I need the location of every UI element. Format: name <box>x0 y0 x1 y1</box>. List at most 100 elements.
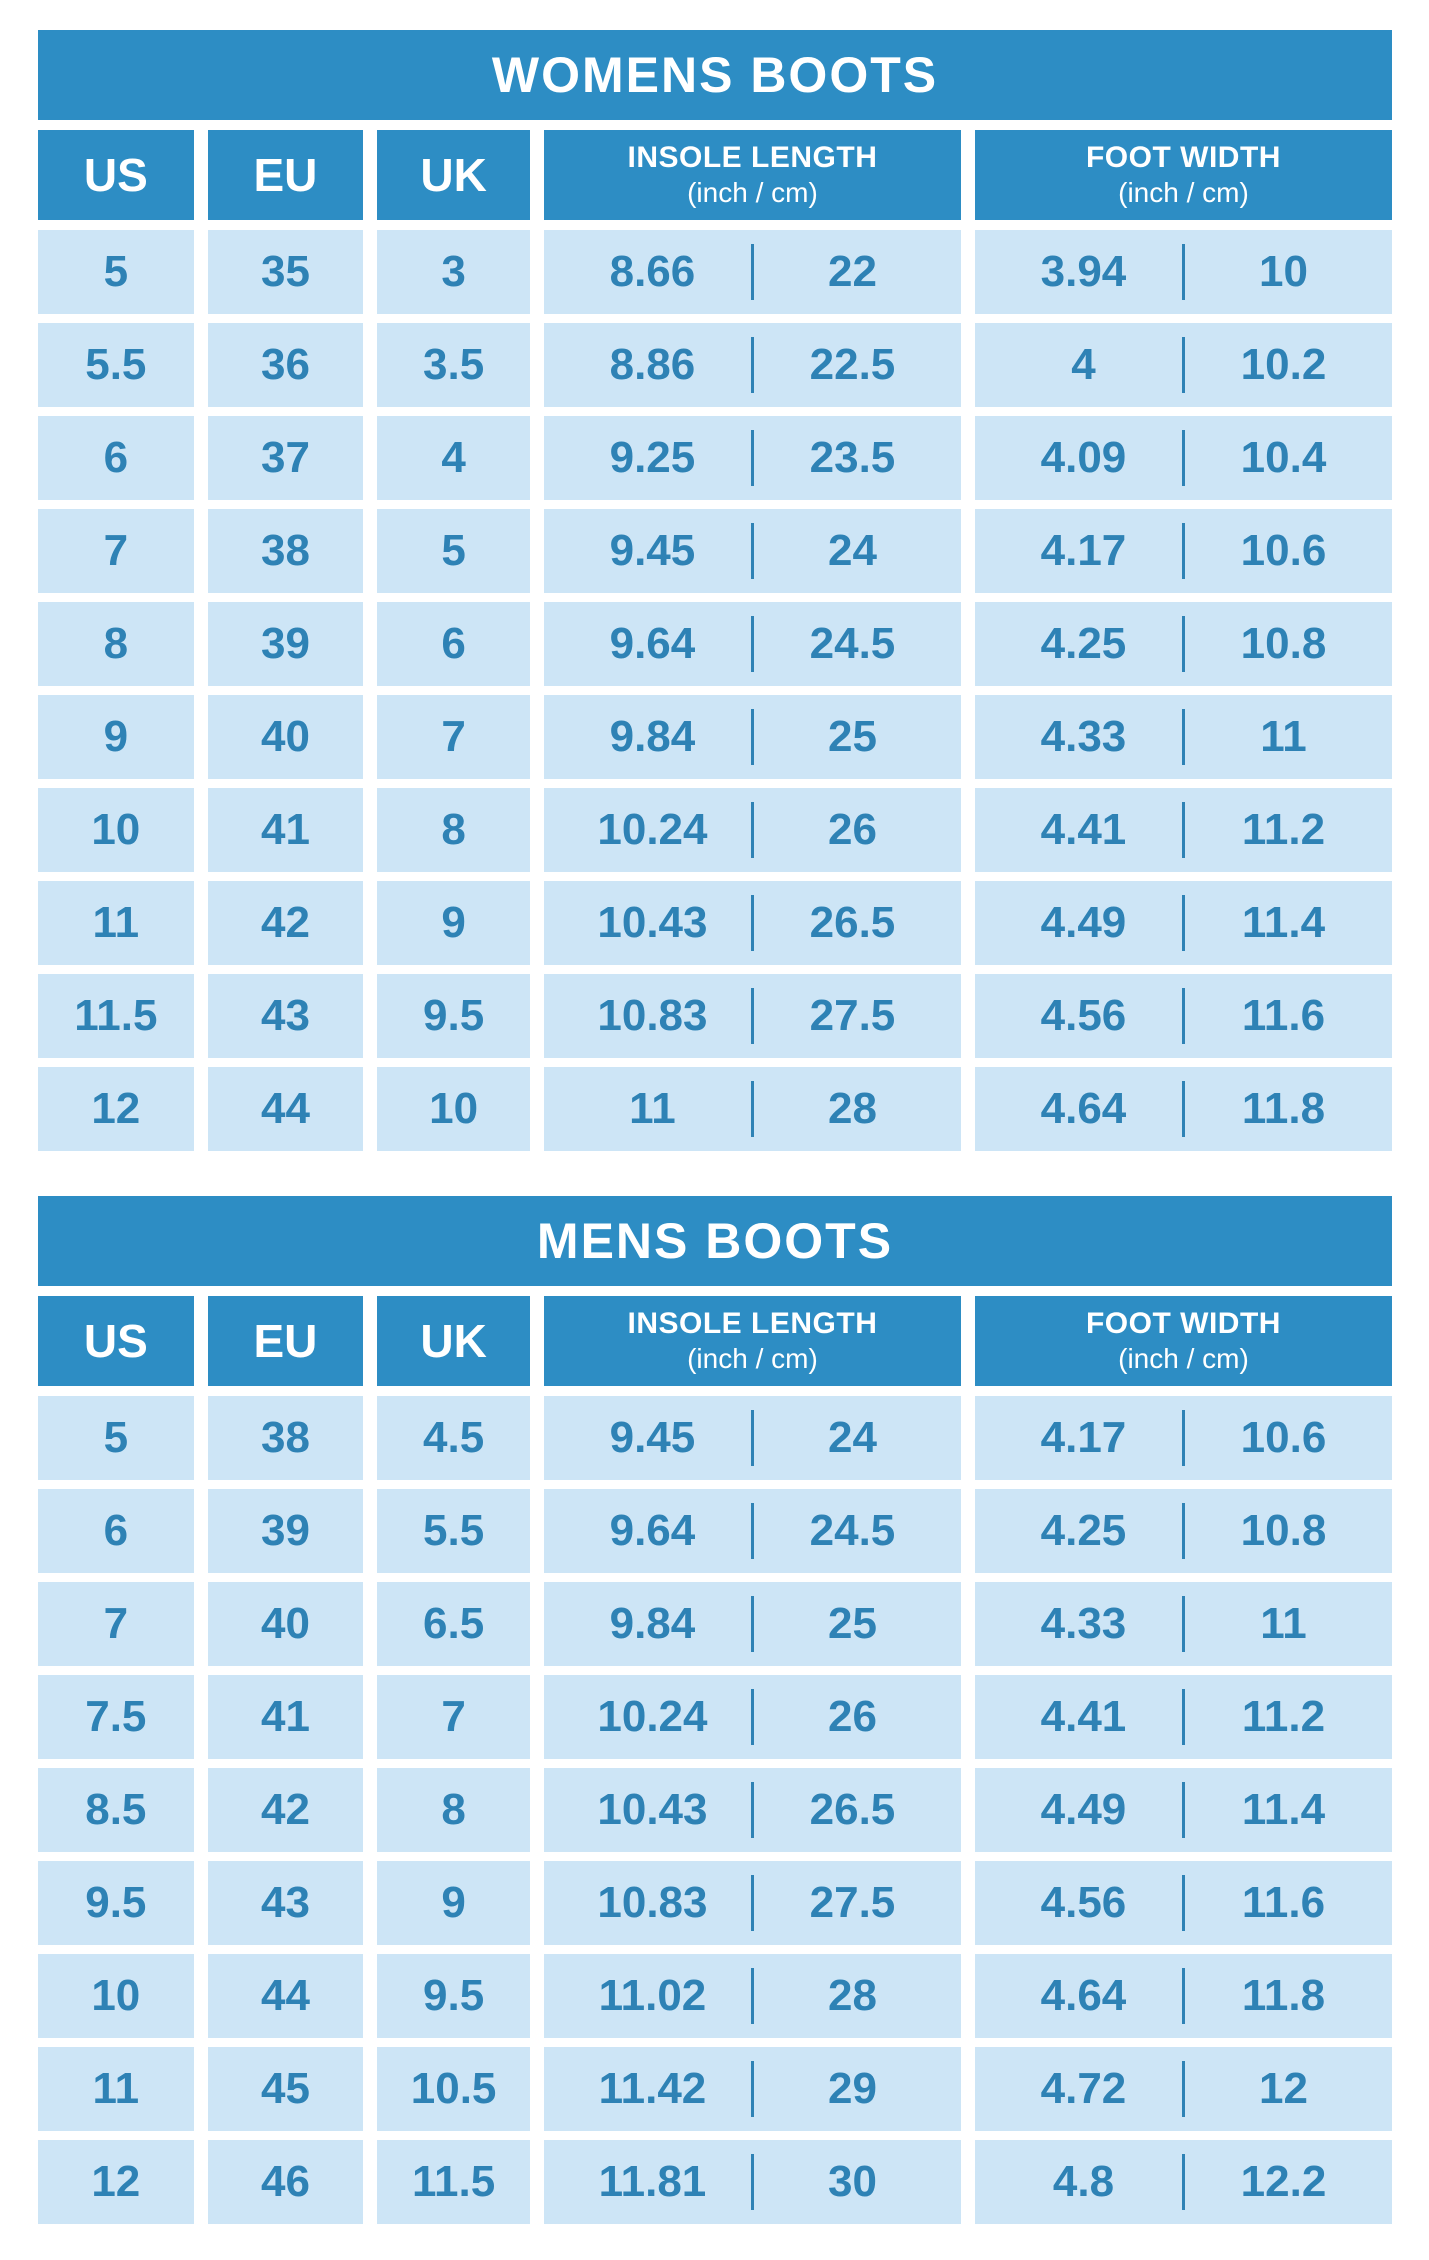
cell-value: 12 <box>91 2157 141 2206</box>
cell-divider <box>750 244 754 300</box>
cell-value: 8.5 <box>85 1785 147 1834</box>
inch-value: 10.83 <box>597 991 708 1040</box>
cell-value: 11.5 <box>74 991 158 1040</box>
cm-value: 24.5 <box>809 1506 896 1555</box>
cell-divider <box>750 802 754 858</box>
size-cell-uk: 7 <box>377 1675 530 1759</box>
foot-width-cell: 3.94 10 <box>974 230 1392 314</box>
cell-value: 39 <box>260 619 310 668</box>
size-cell-us: 7 <box>38 1582 194 1666</box>
size-cell-eu: 37 <box>207 416 364 500</box>
header-insole-label: INSOLE LENGTH <box>627 141 878 174</box>
foot-width-cell: 4.49 11.4 <box>974 1768 1392 1852</box>
size-cell-us: 10 <box>38 1954 194 2038</box>
cell-divider <box>750 1410 754 1466</box>
cm-value: 24 <box>827 1413 877 1462</box>
cell-divider <box>1181 2154 1185 2210</box>
cell-divider <box>750 1968 754 2024</box>
size-cell-eu: 39 <box>207 602 364 686</box>
cell-value: 38 <box>260 1413 310 1462</box>
cell-value: 4 <box>441 433 466 482</box>
insole-cell: 9.64 24.5 <box>543 602 961 686</box>
cm-value: 23.5 <box>809 433 896 482</box>
inch-value: 9.45 <box>609 526 696 575</box>
cm-value: 10.6 <box>1240 1413 1327 1462</box>
foot-width-cell: 4.49 11.4 <box>974 881 1392 965</box>
header-insole-units: (inch / cm) <box>687 177 818 208</box>
inch-value: 4.17 <box>1040 1413 1127 1462</box>
cell-value: 41 <box>260 1692 310 1741</box>
header-us: US <box>38 130 194 220</box>
inch-value: 9.25 <box>609 433 696 482</box>
cell-value: 3.5 <box>423 340 485 389</box>
header-eu-label: EU <box>253 149 318 201</box>
header-foot-width-units: (inch / cm) <box>1118 1343 1249 1374</box>
foot-width-cell: 4.64 11.8 <box>974 1954 1392 2038</box>
cm-value: 11.2 <box>1241 805 1326 854</box>
cell-value: 9 <box>103 712 129 761</box>
womens-table-rows: 5 35 3 8.66 22 3.94 10 5.5 36 3.5 8.86 22.5 4 10.2 6 37… <box>38 230 1392 1151</box>
size-cell-eu: 41 <box>207 788 364 872</box>
insole-cell: 9.45 24 <box>543 509 961 593</box>
cm-value: 10.4 <box>1240 433 1327 482</box>
inch-value: 4.25 <box>1040 619 1127 668</box>
insole-cell: 10.24 26 <box>543 1675 961 1759</box>
cm-value: 10.8 <box>1240 1506 1327 1555</box>
mens-table-rows: 5 38 4.5 9.45 24 4.17 10.6 6 39 5.5 9.64 24.5 4.25 10… <box>38 1396 1392 2224</box>
size-cell-uk: 8 <box>377 1768 530 1852</box>
cell-value: 5 <box>103 247 129 296</box>
insole-cell: 9.25 23.5 <box>543 416 961 500</box>
inch-value: 4.09 <box>1040 433 1127 482</box>
size-cell-us: 12 <box>38 1067 194 1151</box>
cell-value: 9.5 <box>423 1971 485 2020</box>
inch-value: 8.86 <box>609 340 696 389</box>
size-cell-eu: 38 <box>207 509 364 593</box>
inch-value: 11.81 <box>598 2157 707 2206</box>
size-cell-us: 11.5 <box>38 974 194 1058</box>
cell-value: 9 <box>441 898 466 947</box>
table-row: 11.5 43 9.5 10.83 27.5 4.56 11.6 <box>38 974 1392 1058</box>
inch-value: 4.8 <box>1052 2157 1115 2206</box>
size-cell-eu: 43 <box>207 1861 364 1945</box>
size-cell-uk: 3 <box>377 230 530 314</box>
size-cell-eu: 41 <box>207 1675 364 1759</box>
inch-value: 8.66 <box>609 247 696 296</box>
size-cell-uk: 9 <box>377 881 530 965</box>
cm-value: 10.2 <box>1240 340 1327 389</box>
cell-value: 8 <box>441 805 466 854</box>
table-title-text: MENS BOOTS <box>536 1213 894 1269</box>
size-cell-us: 9 <box>38 695 194 779</box>
cell-value: 4.5 <box>423 1413 485 1462</box>
size-cell-eu: 40 <box>207 695 364 779</box>
inch-value: 4.56 <box>1040 991 1127 1040</box>
insole-cell: 9.84 25 <box>543 1582 961 1666</box>
cell-value: 38 <box>260 526 310 575</box>
insole-cell: 10.24 26 <box>543 788 961 872</box>
mens-table-title: MENS BOOTS <box>38 1196 1392 1286</box>
cell-divider <box>750 1503 754 1559</box>
cell-value: 45 <box>260 2064 310 2113</box>
size-cell-us: 5 <box>38 230 194 314</box>
foot-width-cell: 4.41 11.2 <box>974 1675 1392 1759</box>
mens-header-row: US EU UK INSOLE LENGTH (inch / cm) FOOT … <box>38 1296 1392 1386</box>
insole-cell: 11.02 28 <box>543 1954 961 2038</box>
header-us: US <box>38 1296 194 1386</box>
cell-divider <box>1181 616 1185 672</box>
cell-value: 44 <box>260 1084 310 1133</box>
size-cell-eu: 40 <box>207 1582 364 1666</box>
header-uk: UK <box>377 1296 530 1386</box>
size-cell-us: 5.5 <box>38 323 194 407</box>
size-cell-us: 11 <box>38 2047 194 2131</box>
inch-value: 10.43 <box>597 898 708 947</box>
inch-value: 11.02 <box>598 1971 707 2020</box>
size-cell-uk: 3.5 <box>377 323 530 407</box>
table-row: 12 44 10 11 28 4.64 11.8 <box>38 1067 1392 1151</box>
inch-value: 11 <box>629 1084 676 1133</box>
cell-value: 10.5 <box>410 2064 497 2113</box>
table-row: 9 40 7 9.84 25 4.33 11 <box>38 695 1392 779</box>
size-cell-us: 11 <box>38 881 194 965</box>
womens-header-row: US EU UK INSOLE LENGTH (inch / cm) FOOT … <box>38 130 1392 220</box>
header-uk-label: UK <box>420 1315 487 1367</box>
inch-value: 4.72 <box>1040 2064 1127 2113</box>
foot-width-cell: 4.33 11 <box>974 695 1392 779</box>
